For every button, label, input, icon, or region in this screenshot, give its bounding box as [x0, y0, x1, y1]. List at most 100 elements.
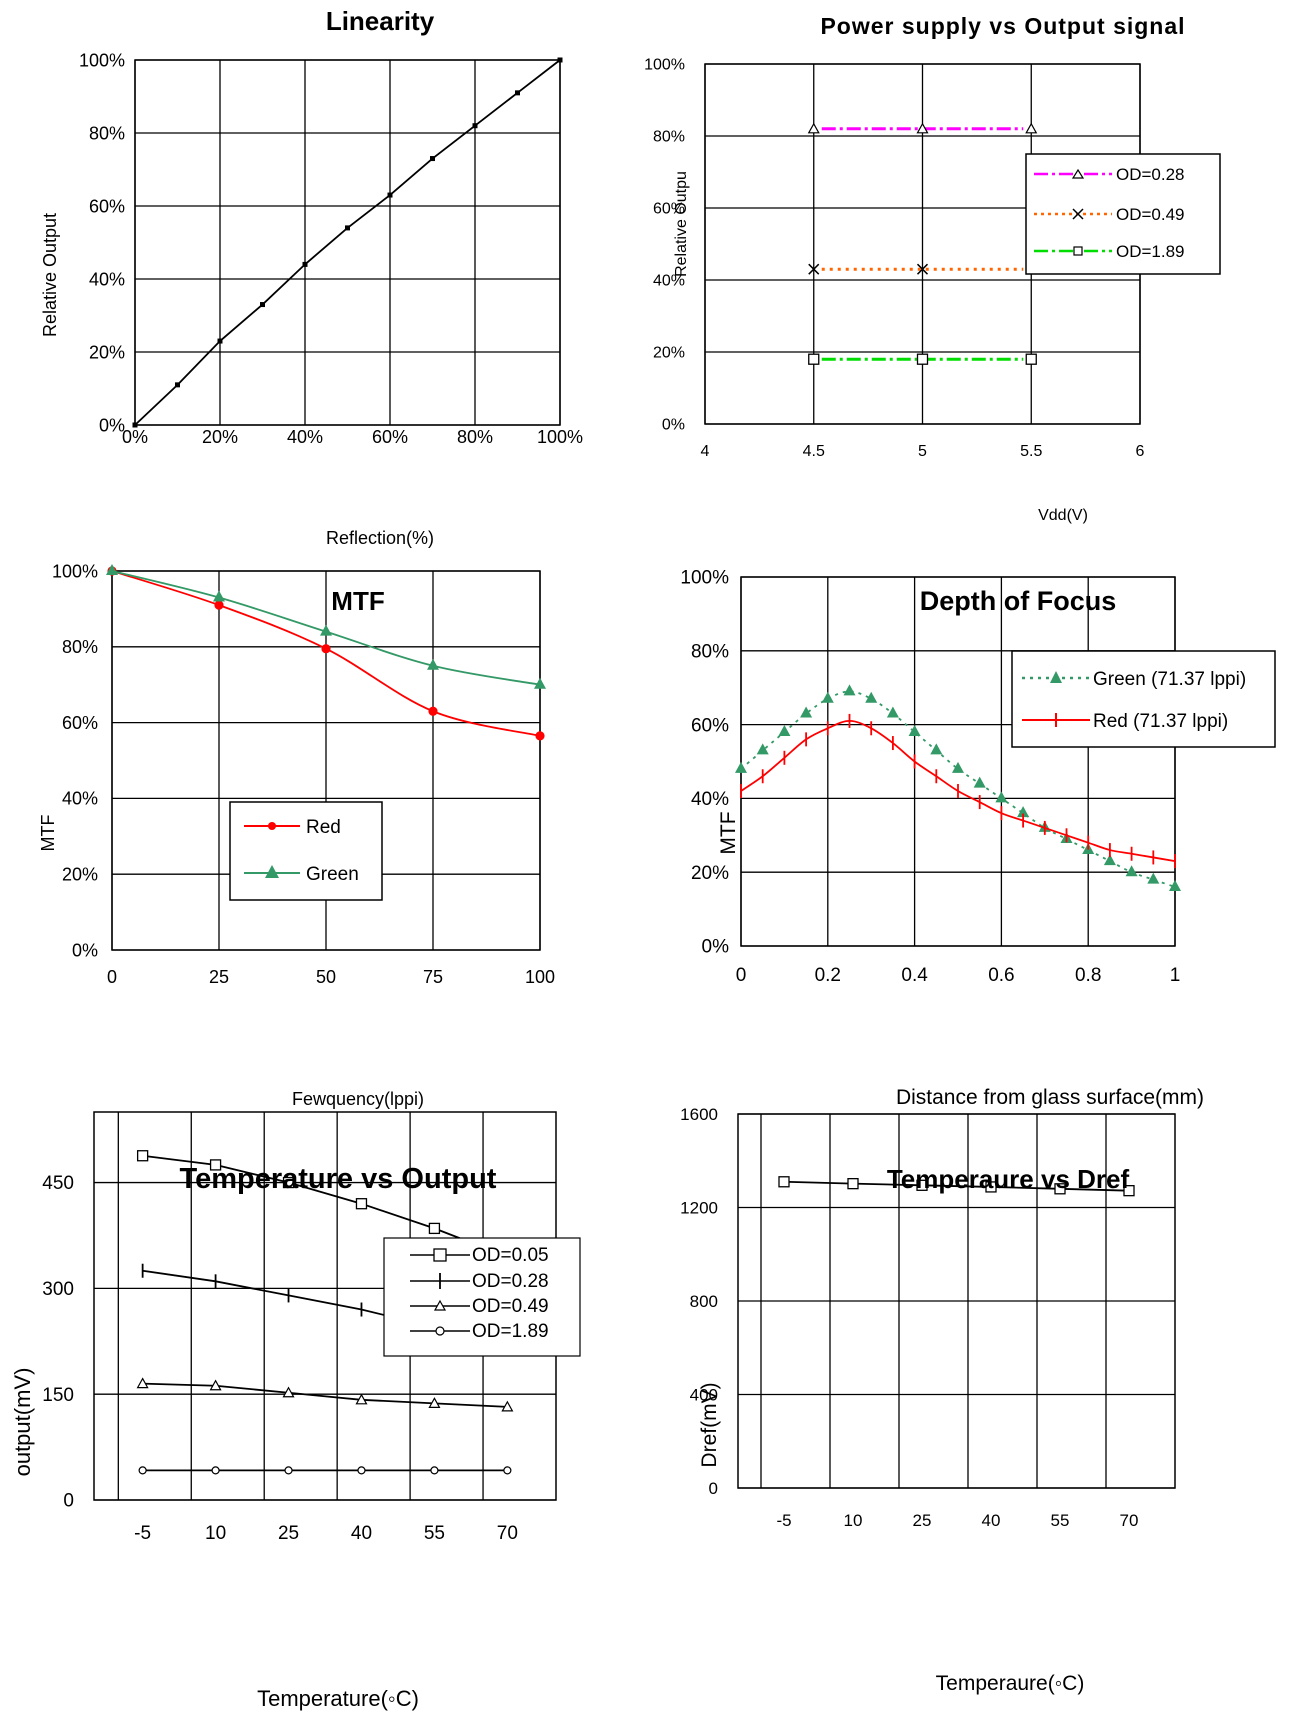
legend-marker-red — [268, 822, 276, 830]
x-tick-label: 55 — [1051, 1511, 1070, 1530]
chart-temperature-dref: Temperaure vs Dref Temperaure(◦C) Dref(m… — [698, 1164, 1129, 1695]
data-point — [952, 761, 964, 773]
legend-label-green: Green (71.37 lppi) — [1093, 669, 1246, 690]
data-point — [916, 1179, 928, 1191]
y-tick-label: 0% — [72, 940, 98, 960]
legend-marker-od028 — [1071, 168, 1085, 179]
x-axis-label: Distance from glass surface(mm) — [896, 1086, 1204, 1109]
plot-frame — [134, 59, 561, 426]
data-point — [778, 1176, 790, 1188]
legend-marker-od049 — [1072, 208, 1084, 220]
data-point — [430, 1466, 439, 1475]
chart-title: Temperaure vs Dref — [887, 1164, 1130, 1194]
y-tick-label: 20% — [89, 342, 125, 362]
data-point — [534, 677, 546, 689]
y-tick-label: 0 — [709, 1479, 718, 1498]
legend-label-od049: OD=0.49 — [1116, 205, 1185, 224]
plot-frame — [740, 576, 1176, 947]
data-point — [1125, 865, 1138, 877]
x-tick-label: 0.2 — [815, 965, 841, 986]
data-point — [428, 1222, 441, 1235]
y-tick-label: 60% — [62, 713, 98, 733]
x-axis-label: Fewquency(lppi) — [292, 1089, 424, 1109]
data-point — [886, 706, 899, 718]
y-axis-label: MTF — [717, 811, 740, 854]
y-tick-label: 80% — [653, 129, 685, 146]
data-point — [1054, 1183, 1066, 1195]
data-point — [321, 644, 331, 654]
y-axis-label: Relative Outpu — [673, 171, 690, 277]
y-tick-label: 0% — [702, 937, 730, 958]
x-tick-label: 0 — [736, 965, 747, 986]
y-tick-label: 40% — [653, 273, 685, 290]
data-point — [535, 731, 545, 741]
legend-label-od189: OD=1.89 — [472, 1321, 549, 1342]
chart-depth-of-focus: Depth of Focus Distance from glass surfa… — [717, 586, 1276, 1109]
legend-box — [229, 801, 383, 901]
data-point — [1017, 806, 1030, 818]
data-point — [282, 1176, 295, 1189]
data-point — [916, 122, 929, 134]
data-point — [213, 590, 225, 602]
chart-title: Depth of Focus — [920, 586, 1117, 616]
legend-label-od028: OD=0.28 — [1116, 165, 1185, 184]
y-axis-label: Dref(mV) — [698, 1382, 721, 1467]
legend-marker-od189 — [435, 1326, 445, 1336]
x-axis-label: Vdd(V) — [1038, 507, 1088, 524]
x-tick-label: -5 — [776, 1511, 791, 1530]
x-tick-label: 4.5 — [803, 443, 825, 460]
series-line-main — [783, 1180, 1130, 1192]
y-tick-label: 0% — [662, 417, 685, 434]
chart-title: Temperature vs Output — [180, 1163, 497, 1195]
data-point — [515, 90, 520, 96]
x-tick-label: 40% — [287, 427, 323, 447]
x-tick-label: 5 — [918, 443, 927, 460]
data-point — [843, 684, 856, 696]
data-point — [778, 724, 791, 736]
data-point — [985, 1181, 997, 1193]
data-point — [209, 1379, 222, 1391]
chart-temperature-output: Temperature vs Output Temperature(◦C) ou… — [10, 1163, 581, 1711]
legend: Green (71.37 lppi) Red (71.37 lppi) — [1011, 650, 1276, 748]
x-tick-label: 0 — [107, 967, 117, 987]
data-point — [427, 658, 439, 670]
y-tick-label: 450 — [42, 1173, 74, 1194]
y-axis-label: output(mV) — [10, 1368, 35, 1477]
data-point — [387, 192, 393, 198]
legend: OD=0.28 OD=0.49 OD=1.89 — [1025, 153, 1221, 275]
y-tick-label: 20% — [653, 345, 685, 362]
data-point — [1103, 854, 1116, 866]
data-point — [355, 1393, 368, 1405]
y-tick-label: 40% — [62, 789, 98, 809]
chart-title: Power supply vs Output signal — [820, 13, 1185, 39]
x-tick-label: 60% — [372, 427, 408, 447]
data-point — [214, 600, 224, 610]
data-point — [175, 382, 180, 388]
legend-box — [1025, 153, 1221, 275]
data-point — [501, 1400, 514, 1412]
series-line-green-71-37-lppi- — [740, 690, 1176, 888]
data-point — [821, 691, 834, 703]
x-tick-label: 0.8 — [1075, 965, 1101, 986]
y-tick-label: 0 — [63, 1491, 74, 1512]
x-tick-label: 25 — [913, 1511, 932, 1530]
x-tick-label: 100% — [537, 427, 583, 447]
plot-frame — [111, 570, 541, 951]
legend-label-od189: OD=1.89 — [1116, 242, 1185, 261]
legend-label-red: Red (71.37 lppi) — [1093, 711, 1228, 732]
data-point — [1147, 872, 1160, 884]
y-tick-label: 20% — [691, 863, 729, 884]
data-point — [284, 1466, 293, 1475]
y-tick-label: 60% — [653, 201, 685, 218]
data-point — [807, 122, 820, 134]
data-point — [217, 338, 223, 344]
legend-marker-green — [1050, 671, 1062, 683]
y-tick-label: 1200 — [680, 1198, 718, 1217]
data-point — [1025, 353, 1037, 365]
data-point — [973, 776, 986, 788]
legend-marker-od049 — [433, 1299, 447, 1311]
plot-dof: 0 0.2 0.4 0.6 0.8 1 0% 20% 40% 60% 80% 100% — [680, 568, 1181, 986]
legend-label-od005: OD=0.05 — [472, 1245, 549, 1266]
data-point — [472, 123, 478, 129]
